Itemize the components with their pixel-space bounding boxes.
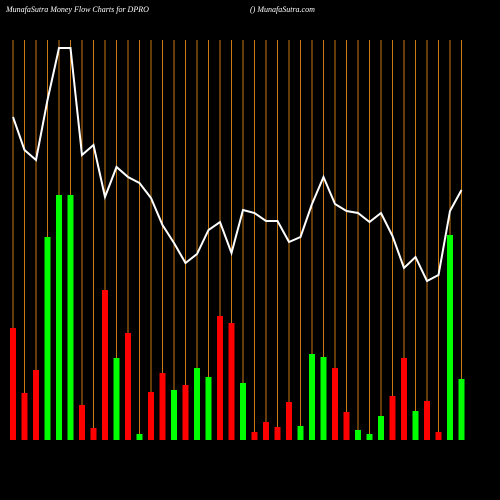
- bar: [458, 379, 465, 440]
- bar: [159, 373, 166, 440]
- bar: [297, 426, 304, 440]
- bar: [274, 427, 281, 440]
- bar: [125, 333, 131, 440]
- chart-subtitle: () MunafaSutra.com: [250, 5, 315, 14]
- bar: [435, 432, 442, 440]
- bar: [412, 411, 419, 440]
- bar: [343, 412, 350, 440]
- bar: [228, 323, 235, 440]
- bar: [355, 430, 361, 440]
- bar: [309, 354, 315, 440]
- bar: [102, 290, 108, 440]
- bar: [21, 393, 28, 440]
- bar: [332, 368, 338, 440]
- bar: [401, 358, 407, 440]
- bar: [171, 390, 177, 440]
- bar: [113, 358, 120, 440]
- bar: [424, 401, 430, 440]
- bar: [148, 392, 154, 440]
- bar: [33, 370, 39, 440]
- bar: [182, 385, 189, 440]
- chart-title: MunafaSutra Money Flow Charts for DPRO: [5, 5, 149, 14]
- bar: [205, 377, 212, 440]
- bar: [194, 368, 200, 440]
- bar: [378, 416, 384, 440]
- bar: [447, 235, 453, 440]
- bar: [90, 428, 97, 440]
- bar: [240, 383, 246, 440]
- bar: [389, 396, 396, 440]
- bar: [217, 316, 223, 440]
- bar: [56, 195, 62, 440]
- bar: [10, 328, 16, 440]
- bar: [251, 432, 258, 440]
- bar: [320, 357, 327, 440]
- bar: [136, 434, 143, 440]
- bar: [263, 422, 269, 440]
- bar: [286, 402, 292, 440]
- bar: [79, 405, 85, 440]
- bar: [67, 195, 74, 440]
- money-flow-line: [12, 47, 463, 283]
- bar: [366, 434, 373, 440]
- bar: [44, 237, 51, 440]
